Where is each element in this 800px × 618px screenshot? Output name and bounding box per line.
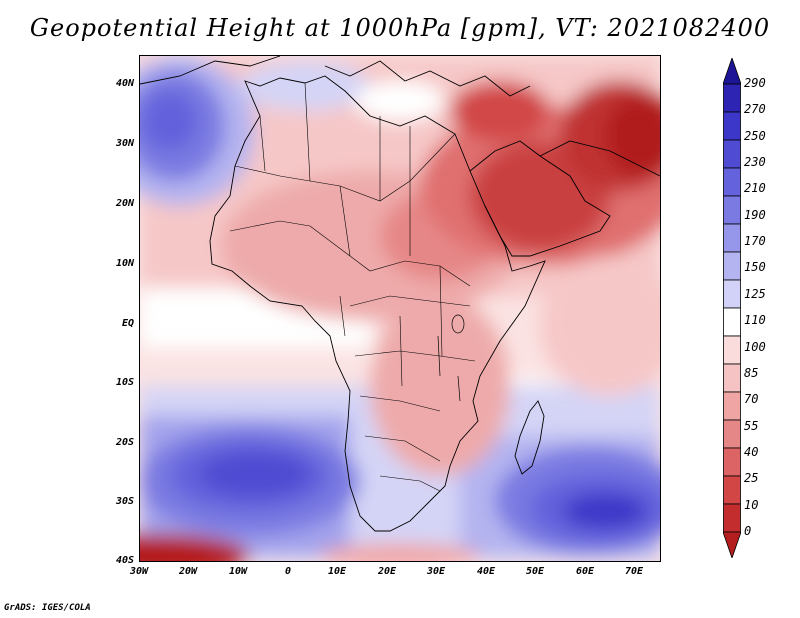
lat-label: 30S: [115, 496, 134, 507]
lon-label: 30W: [129, 566, 149, 577]
colorbar-box: [723, 83, 741, 113]
lon-label: 0: [284, 566, 292, 577]
lon-label: 40E: [476, 566, 496, 577]
colorbar-label: 10: [744, 497, 759, 512]
lon-label: 50E: [525, 566, 545, 577]
lat-label: 40S: [115, 555, 134, 566]
lon-label: 10W: [228, 566, 248, 577]
lon-label: 10E: [327, 566, 347, 577]
colorbar-label: 230: [744, 155, 766, 170]
colorbar-box: [723, 307, 741, 337]
lon-label: 70E: [624, 566, 644, 577]
colorbar-label: 190: [744, 207, 766, 222]
colorbar-box: [723, 279, 741, 309]
lat-label: 20N: [115, 198, 134, 209]
colorbar-label: 170: [744, 234, 766, 249]
colorbar-box: [723, 195, 741, 225]
colorbar-label: 70: [744, 392, 759, 407]
colorbar-box: [723, 139, 741, 169]
colorbar-box: [723, 167, 741, 197]
colorbar-bottom-triangle: [723, 531, 741, 558]
lon-label: 20W: [178, 566, 198, 577]
colorbar-box: [723, 419, 741, 449]
colorbar-label: 0: [744, 524, 752, 538]
colorbar-label: 85: [744, 365, 759, 380]
colorbar-label: 25: [744, 471, 759, 486]
colorbar-label: 210: [744, 181, 766, 196]
colorbar-label: 40: [744, 444, 759, 459]
lat-label: EQ: [121, 318, 134, 329]
height-field-map: [140, 56, 660, 561]
lon-label: 20E: [377, 566, 397, 577]
coastlines: [140, 56, 660, 532]
colorbar-label: 290: [744, 76, 766, 90]
colorbar-box: [723, 335, 741, 365]
colorbar-box: [723, 223, 741, 253]
colorbar-label: 270: [744, 102, 766, 117]
lat-label: 30N: [115, 138, 134, 149]
lat-label: 10S: [115, 377, 134, 388]
colorbar-box: [723, 391, 741, 421]
colorbar-label: 110: [744, 313, 766, 328]
lon-label: 60E: [575, 566, 595, 577]
colorbar-box: [723, 475, 741, 505]
colorbar-label: 150: [744, 260, 766, 275]
colorbar-top-triangle: [723, 58, 741, 85]
lon-label: 30E: [426, 566, 446, 577]
map-panel: [139, 55, 661, 562]
lat-label: 40N: [115, 78, 134, 89]
lat-label: 10N: [115, 258, 134, 269]
plot-title: Geopotential Height at 1000hPa [gpm], VT…: [29, 14, 771, 42]
colorbar-box: [723, 447, 741, 477]
colorbar-label: 100: [744, 339, 766, 354]
colorbar-label: 250: [744, 128, 766, 143]
colorbar-label: 55: [744, 418, 759, 433]
colorbar-box: [723, 363, 741, 393]
lat-label: 20S: [115, 437, 134, 448]
footer-credit: GrADS: IGES/COLA: [4, 603, 91, 613]
colorbar-box: [723, 503, 741, 533]
colorbar-label: 125: [744, 286, 766, 301]
colorbar-box: [723, 111, 741, 141]
colorbar-box: [723, 251, 741, 281]
colorbar: [723, 58, 741, 558]
